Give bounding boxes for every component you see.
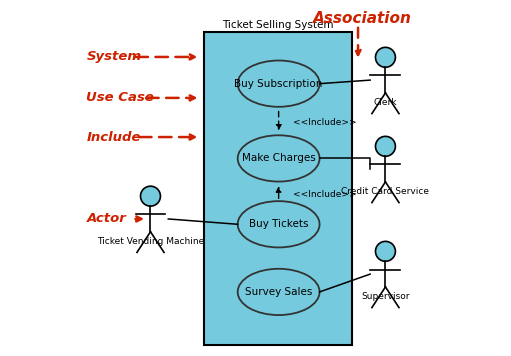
Text: Buy Subscription: Buy Subscription <box>235 79 323 89</box>
Text: Clerk: Clerk <box>374 98 397 107</box>
Text: Credit Card Service: Credit Card Service <box>341 187 429 196</box>
Circle shape <box>376 47 396 67</box>
Circle shape <box>376 136 396 156</box>
Text: Supervisor: Supervisor <box>361 292 410 301</box>
Circle shape <box>141 186 160 206</box>
Text: Make Charges: Make Charges <box>242 153 315 163</box>
Ellipse shape <box>238 201 319 247</box>
Ellipse shape <box>238 61 319 107</box>
Text: <<Include>>: <<Include>> <box>293 189 357 199</box>
Text: Buy Tickets: Buy Tickets <box>249 219 309 229</box>
Ellipse shape <box>238 269 319 315</box>
Ellipse shape <box>238 135 319 182</box>
Text: <<Include>>: <<Include>> <box>293 118 357 127</box>
Text: Ticket Selling System: Ticket Selling System <box>222 20 334 30</box>
Bar <box>204 32 352 345</box>
Text: System: System <box>86 51 142 63</box>
Text: Association: Association <box>313 11 412 26</box>
Text: Use Case: Use Case <box>86 91 154 104</box>
Text: Include: Include <box>86 131 141 143</box>
Text: Actor: Actor <box>86 213 126 225</box>
Circle shape <box>376 241 396 261</box>
Text: Survey Sales: Survey Sales <box>245 287 312 297</box>
Text: Ticket Vending Machine: Ticket Vending Machine <box>97 237 204 246</box>
